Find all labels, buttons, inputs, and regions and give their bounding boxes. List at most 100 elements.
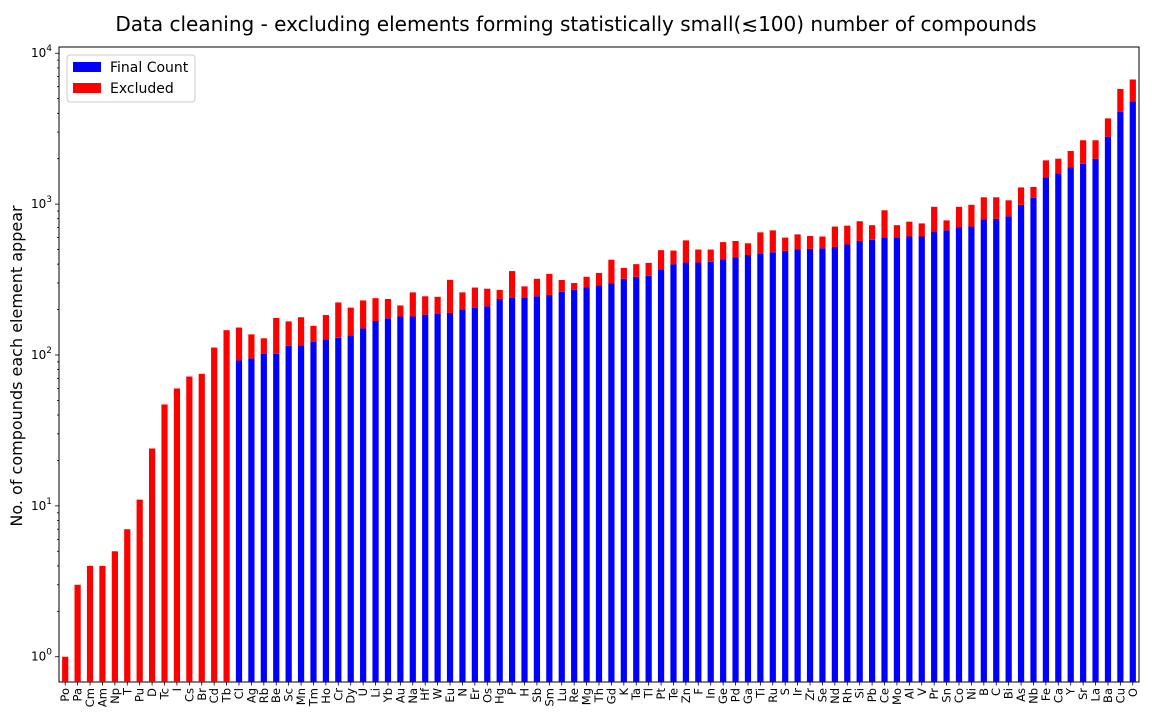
y-tick-label: 103 [31,195,52,211]
x-tick-label: Mg [580,688,594,705]
x-tick-label: La [1089,688,1103,701]
x-tick-label: Th [592,688,606,703]
x-tick-label: S [778,688,792,695]
x-tick-label: Sn [940,688,954,703]
bar-final-count [869,239,876,682]
bar-final-count [509,297,516,682]
x-tick-label: Tb [220,688,234,703]
bar-excluded [769,230,776,253]
bar-final-count [1080,163,1087,683]
bar-final-count [633,276,640,682]
bar-final-count [533,296,541,682]
bar-excluded [732,240,739,258]
bar-excluded [1080,140,1087,164]
bar-final-count [720,259,727,682]
bar-excluded [322,315,329,340]
bar-final-count [943,230,950,682]
x-tick-label: Er [468,688,482,700]
x-tick-label: Zn [679,688,693,703]
x-tick-label: Pu [133,688,147,702]
bar-excluded [571,283,578,290]
bar-excluded [819,236,826,249]
x-tick-label: Ir [791,688,805,696]
x-tick-label: Au [393,688,407,703]
bar-excluded [397,305,404,317]
x-tick-label: Cd [207,688,221,703]
bar-final-count [993,218,1000,682]
x-tick-label: Mn [294,688,308,705]
bar-excluded [223,330,230,682]
x-tick-label: Os [480,688,494,703]
bar-final-count [471,307,478,682]
plot-area: 100 101 102 103 104 PoPaCmAmNpTPuDTcICsBrCdTb… [31,44,1140,707]
bar-excluded [943,220,950,231]
x-tick-label: Am [95,688,109,707]
bar-final-count [980,219,987,682]
bar-excluded [595,272,603,286]
bar-excluded [881,210,888,238]
bar-excluded [310,325,317,342]
bar-excluded [198,373,205,682]
x-tick-label: As [1014,688,1028,702]
x-tick-label: I [170,688,184,691]
bar-excluded [806,235,814,249]
bar-excluded [62,656,69,682]
x-tick-label: Li [369,688,383,698]
bar-final-count [384,318,392,682]
bar-excluded [260,338,267,354]
bar-excluded [1030,186,1037,198]
bar-excluded [459,292,466,310]
bar-excluded [273,317,280,354]
bar-excluded [608,259,615,284]
bar-excluded [211,347,218,682]
bar-excluded [1042,160,1049,178]
bar-excluded [384,299,392,319]
bar-final-count [1042,177,1049,682]
bar-final-count [931,231,938,682]
bar-final-count [422,314,429,682]
bar-excluded [682,240,689,263]
bar-excluded [558,280,565,292]
chart-title: Data cleaning - excluding elements formi… [115,12,1036,36]
x-tick-label: Np [108,688,122,704]
x-tick-label: Rh [840,688,854,703]
x-tick-label: Lu [555,688,569,702]
bar-final-count [297,345,305,682]
bar-final-count [1030,197,1037,683]
x-tick-label: W [431,688,445,699]
x-tick-label: D [145,688,159,697]
bar-excluded [695,249,702,263]
x-tick-label: Ca [1051,688,1065,703]
bar-final-count [260,353,267,682]
bar-excluded [707,249,714,262]
x-tick-label: Tm [306,688,320,707]
bar-excluded [906,221,913,237]
bar-final-count [1067,167,1074,682]
x-tick-label: U [356,688,370,696]
x-tick-label: Si [853,688,867,699]
x-tick-label: Ce [878,688,892,703]
x-tick-label: Dy [344,688,358,704]
x-tick-label: Cs [182,688,196,702]
bar-excluded [955,206,963,228]
bar-final-count [881,237,888,682]
bar-final-count [1129,101,1136,682]
bar-final-count [670,264,677,682]
y-tick-label: 100 [31,648,52,664]
bar-final-count [372,320,379,682]
bar-excluded [297,317,305,346]
bar-final-count [918,236,925,682]
bar-final-count [968,226,975,682]
bar-final-count [744,254,752,682]
bar-final-count [347,335,354,682]
x-tick-label: Bi [1002,688,1016,699]
bar-excluded [509,271,516,298]
x-tick-label: Sm [542,688,556,707]
x-tick-label: Pr [927,688,941,700]
x-tick-label: Ni [964,688,978,700]
x-tick-label: Cu [1113,688,1127,703]
bar-excluded [173,388,181,682]
bar-excluded [670,250,677,265]
bar-final-count [695,262,702,682]
